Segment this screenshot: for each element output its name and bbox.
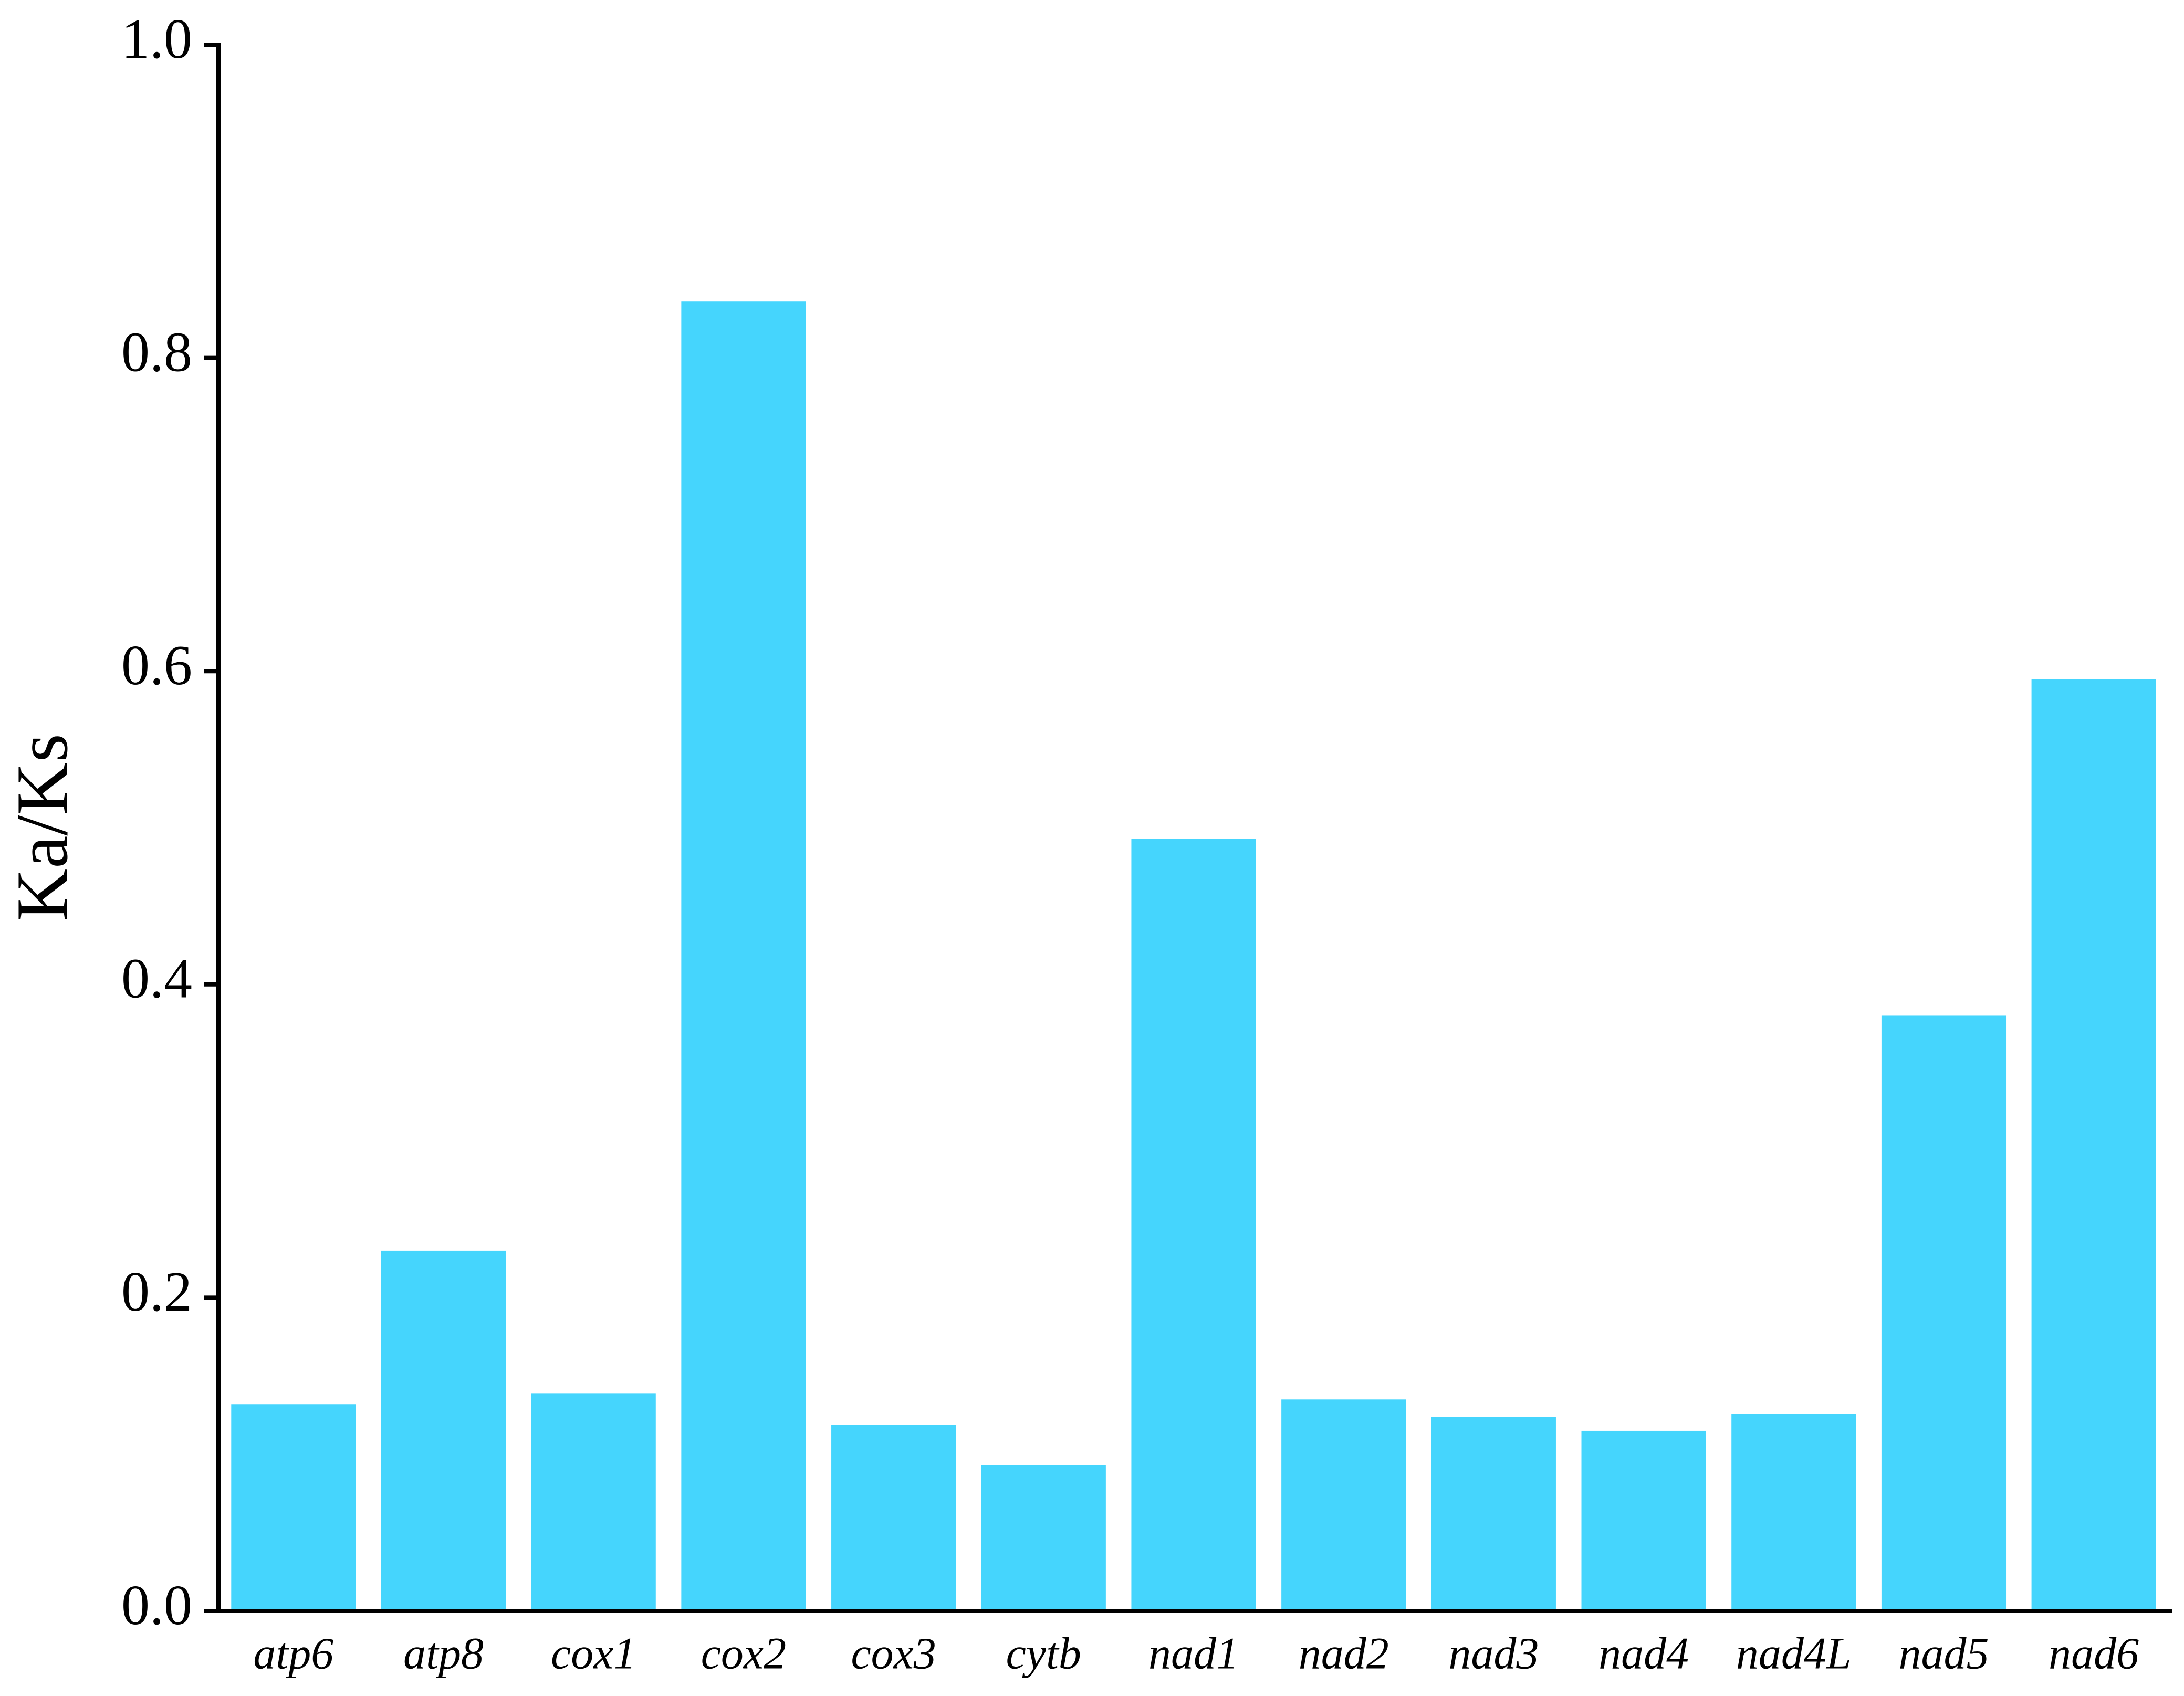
- x-tick-label: nad4L: [1736, 1628, 1852, 1679]
- y-tick-label: 0.0: [121, 1574, 192, 1637]
- y-tick-label: 0.4: [121, 948, 192, 1010]
- x-tick-label: nad5: [1898, 1628, 1989, 1679]
- x-tick-label: atp6: [253, 1628, 333, 1679]
- x-tick-label: nad2: [1299, 1628, 1389, 1679]
- bar: [1731, 1414, 1856, 1611]
- y-tick-label: 0.2: [121, 1261, 192, 1323]
- bar: [1581, 1430, 1706, 1611]
- x-tick-label: nad3: [1448, 1628, 1539, 1679]
- bar: [981, 1465, 1106, 1611]
- x-tick-label: nad1: [1148, 1628, 1239, 1679]
- bar: [1131, 839, 1256, 1611]
- bar: [1881, 1015, 2007, 1611]
- x-tick-label: cox1: [551, 1628, 636, 1679]
- bar: [681, 301, 806, 1611]
- x-tick-label: nad6: [2049, 1628, 2139, 1679]
- x-tick-label: nad4: [1598, 1628, 1689, 1679]
- bar: [831, 1425, 956, 1611]
- bar: [1431, 1417, 1556, 1611]
- x-tick-label: atp8: [403, 1628, 484, 1679]
- bar: [381, 1250, 506, 1611]
- x-tick-label: cytb: [1006, 1628, 1081, 1679]
- y-tick-label: 0.6: [121, 634, 192, 697]
- y-tick-label: 0.8: [121, 321, 192, 383]
- x-tick-label: cox3: [851, 1628, 936, 1679]
- x-tick-label: cox2: [701, 1628, 786, 1679]
- bar: [231, 1404, 356, 1611]
- bar: [531, 1393, 656, 1611]
- y-tick-label: 1.0: [121, 8, 192, 70]
- bar: [1281, 1399, 1406, 1611]
- y-axis-label: Ka/Ks: [2, 734, 83, 922]
- bar: [2031, 679, 2156, 1611]
